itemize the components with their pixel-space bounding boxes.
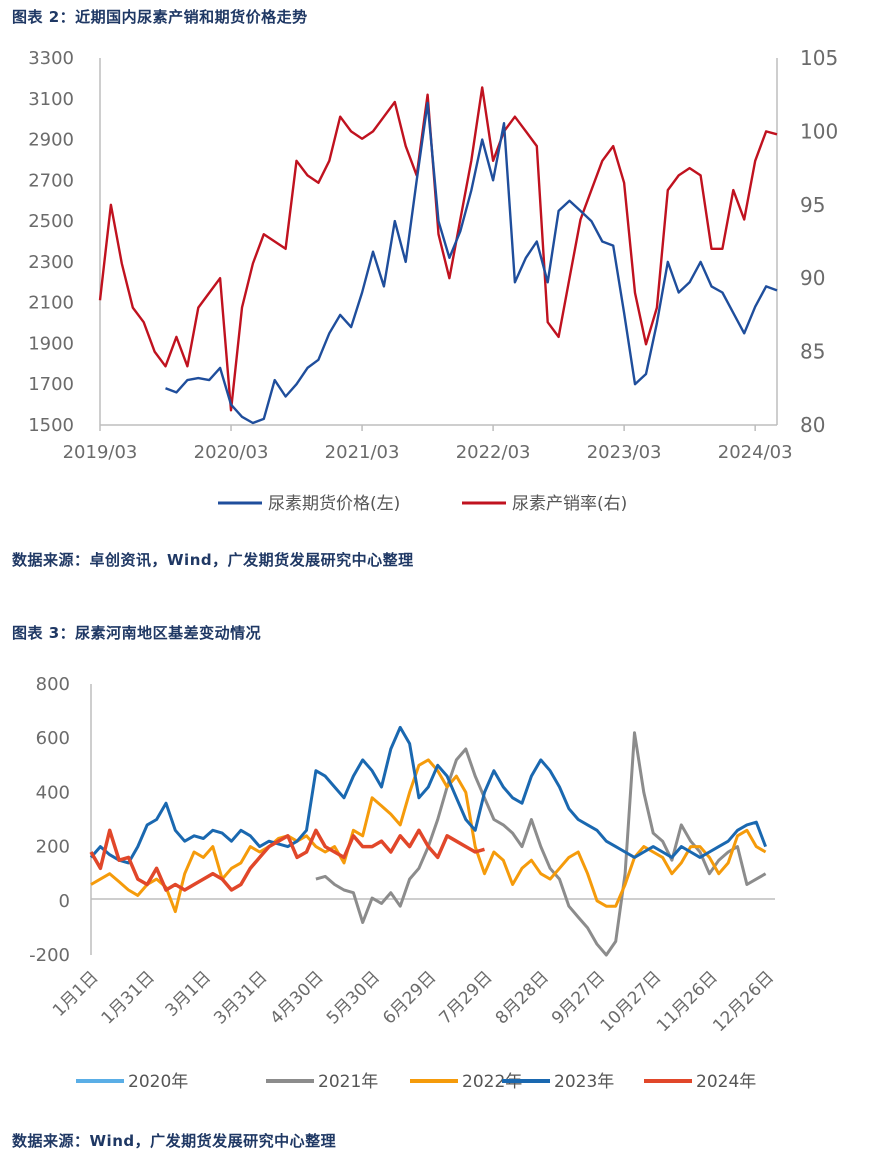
legend-label: 尿素产销率(右) — [512, 494, 627, 514]
y-left-tick-label: 1900 — [28, 333, 74, 354]
y-tick-label: 200 — [36, 837, 70, 858]
y-left-tick-label: 1700 — [28, 374, 74, 395]
y-left-tick-label: 2300 — [28, 252, 74, 273]
x-tick-label: 2021/03 — [325, 442, 400, 463]
legend: 2020年 2021年 2022年 2023年 2024年 — [76, 1072, 756, 1092]
x-tick-label: 6月29日 — [379, 967, 440, 1028]
y-left-tick-label: 2500 — [28, 211, 74, 232]
series-line-2021年 — [315, 731, 767, 957]
series-line-2024年 — [89, 828, 485, 892]
x-tick-label: 3月1日 — [162, 967, 215, 1020]
legend-label: 尿素期货价格(左) — [268, 494, 400, 514]
y-left-tick-label: 2900 — [28, 130, 74, 151]
x-tick-label: 8月28日 — [492, 967, 553, 1028]
x-tick-label: 5月30日 — [323, 967, 384, 1028]
y-right-tick-label: 100 — [800, 119, 838, 143]
y-left-tick-label: 3300 — [28, 48, 74, 69]
legend-label: 2020年 — [128, 1072, 188, 1092]
legend-label: 2021年 — [318, 1072, 378, 1092]
y-left-tick-label: 2700 — [28, 170, 74, 191]
x-tick-label: 1月31日 — [98, 967, 159, 1028]
figure2-source: 数据来源：卓创资讯，Wind，广发期货发展研究中心整理 — [12, 551, 414, 569]
y-left-tick-label: 2100 — [28, 293, 74, 314]
x-tick-label: 11月26日 — [653, 967, 722, 1036]
x-tick-label: 2023/03 — [587, 442, 662, 463]
legend-label: 2022年 — [462, 1072, 522, 1092]
y-tick-label: 800 — [36, 674, 70, 695]
y-tick-label: -200 — [29, 945, 70, 966]
y-tick-label: 600 — [36, 728, 70, 749]
x-tick-label: 3月31日 — [210, 967, 271, 1028]
y-tick-label: 400 — [36, 782, 70, 803]
figure3-source: 数据来源：Wind，广发期货发展研究中心整理 — [12, 1132, 337, 1150]
x-tick-label: 2024/03 — [718, 442, 793, 463]
series-line-2022年 — [90, 758, 767, 914]
x-tick-label: 1月1日 — [49, 967, 102, 1020]
x-tick-label: 4月30日 — [267, 967, 328, 1028]
x-tick-label: 7月29日 — [435, 967, 496, 1028]
series-line-2023年 — [89, 725, 768, 865]
legend: 尿素期货价格(左) 尿素产销率(右) — [218, 494, 627, 514]
y-right-tick-label: 80 — [800, 413, 825, 437]
x-tick-label: 2019/03 — [63, 442, 138, 463]
y-right-tick-label: 85 — [800, 340, 825, 364]
chart-production-sales-futures: 1500 1700 1900 2100 2300 2500 2700 2900 3100 3300… — [28, 46, 838, 514]
legend-label: 2024年 — [696, 1072, 756, 1092]
y-left-tick-label: 1500 — [28, 415, 74, 436]
y-right-tick-label: 105 — [800, 46, 838, 70]
figure2-title: 图表 2：近期国内尿素产销和期货价格走势 — [12, 8, 308, 26]
y-right-tick-label: 95 — [800, 193, 825, 217]
series-line-production-sales-rate — [98, 86, 778, 412]
figure3-title: 图表 3：尿素河南地区基差变动情况 — [12, 624, 262, 642]
x-tick-label: 2022/03 — [456, 442, 531, 463]
y-right-tick-label: 90 — [800, 266, 825, 290]
x-tick-label: 2020/03 — [194, 442, 269, 463]
x-tick-label: 10月27日 — [597, 967, 666, 1036]
legend-label: 2023年 — [554, 1072, 614, 1092]
x-tick-label: 12月26日 — [709, 967, 778, 1036]
y-left-tick-label: 3100 — [28, 89, 74, 110]
series-line-futures-price — [165, 101, 778, 425]
y-tick-label: 0 — [59, 891, 70, 912]
